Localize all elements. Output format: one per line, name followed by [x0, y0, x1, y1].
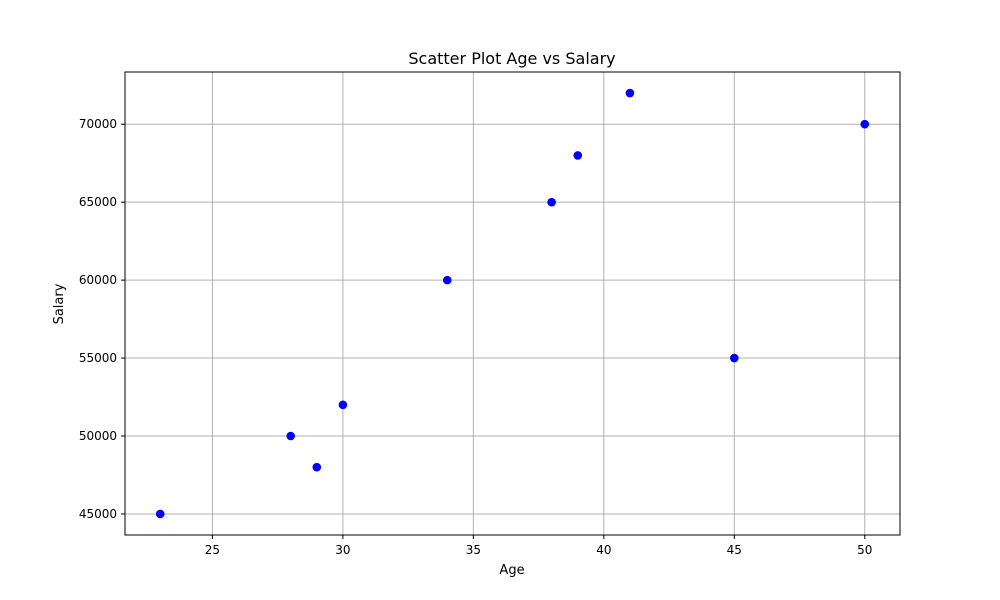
- scatter-point: [547, 197, 556, 207]
- x-tick-label: 25: [205, 543, 220, 557]
- scatter-point: [312, 462, 322, 472]
- plot-frame: [124, 71, 901, 536]
- scatter-point: [625, 88, 635, 98]
- y-tick-label: 45000: [79, 507, 117, 521]
- points-layer: [155, 88, 870, 519]
- scatter-point: [442, 275, 452, 285]
- grid-layer: [125, 72, 900, 535]
- scatter-point: [286, 431, 295, 441]
- scatter-point: [860, 119, 870, 129]
- scatter-point: [155, 509, 165, 519]
- y-tick-label: 65000: [79, 195, 117, 209]
- y-tick-label: 60000: [79, 273, 117, 287]
- axes-layer: [124, 71, 901, 536]
- y-tick-label: 50000: [79, 429, 117, 443]
- chart-title: Scatter Plot Age vs Salary: [408, 49, 615, 68]
- scatter-point: [573, 151, 583, 160]
- x-tick-label: 45: [727, 543, 742, 557]
- x-tick-label: 35: [466, 543, 481, 557]
- x-tick-label: 50: [857, 543, 872, 557]
- scatter-point: [338, 400, 348, 410]
- y-axis-label: Salary: [52, 283, 67, 324]
- scatter-point: [730, 353, 739, 363]
- y-tick-label: 70000: [79, 117, 117, 131]
- ticks-layer: 25 30 35 40 45 50 45000 50000 55000 60000 65000 700…: [79, 117, 873, 557]
- x-tick-label: 30: [335, 543, 350, 557]
- x-tick-label: 40: [596, 543, 611, 557]
- y-tick-label: 55000: [79, 351, 117, 365]
- x-axis-label: Age: [499, 563, 524, 578]
